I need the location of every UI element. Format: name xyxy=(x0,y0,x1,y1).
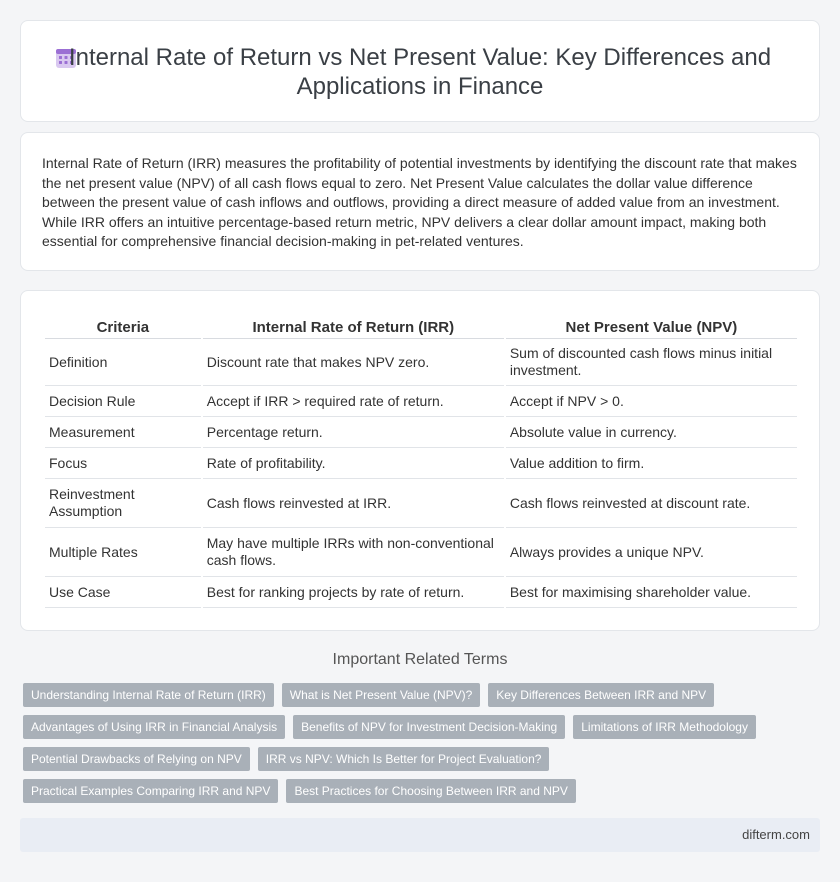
related-term-tag[interactable]: IRR vs NPV: Which Is Better for Project … xyxy=(257,747,550,771)
row-npv: Cash flows reinvested at discount rate. xyxy=(505,479,797,528)
row-irr: May have multiple IRRs with non-conventi… xyxy=(202,528,504,577)
table-row: Use Case Best for ranking projects by ra… xyxy=(45,577,797,608)
comparison-table-card: Criteria Internal Rate of Return (IRR) N… xyxy=(20,290,820,631)
table-row: Reinvestment Assumption Cash flows reinv… xyxy=(45,479,797,528)
related-term-tag[interactable]: Benefits of NPV for Investment Decision-… xyxy=(293,715,566,739)
related-term-tag[interactable]: Limitations of IRR Methodology xyxy=(573,715,756,739)
related-terms-heading: Important Related Terms xyxy=(332,651,508,668)
page-title: Internal Rate of Return vs Net Present V… xyxy=(68,44,772,100)
related-term-tag[interactable]: Key Differences Between IRR and NPV xyxy=(488,683,715,707)
intro-paragraph: Internal Rate of Return (IRR) measures t… xyxy=(42,155,797,249)
header-criteria: Criteria xyxy=(45,315,201,339)
related-terms-list: Understanding Internal Rate of Return (I… xyxy=(23,683,803,803)
row-npv: Absolute value in currency. xyxy=(505,417,797,448)
header-npv: Net Present Value (NPV) xyxy=(505,315,797,339)
related-term-tag[interactable]: Practical Examples Comparing IRR and NPV xyxy=(23,779,279,803)
row-irr: Cash flows reinvested at IRR. xyxy=(202,479,504,528)
row-criteria: Measurement xyxy=(45,417,201,448)
related-term-tag[interactable]: Advantages of Using IRR in Financial Ana… xyxy=(23,715,286,739)
row-npv: Sum of discounted cash flows minus initi… xyxy=(505,339,797,386)
related-term-tag[interactable]: Best Practices for Choosing Between IRR … xyxy=(286,779,576,803)
row-npv: Always provides a unique NPV. xyxy=(505,528,797,577)
table-row: Definition Discount rate that makes NPV … xyxy=(45,339,797,386)
table-row: Measurement Percentage return. Absolute … xyxy=(45,417,797,448)
row-npv: Accept if NPV > 0. xyxy=(505,386,797,417)
intro-card: Internal Rate of Return (IRR) measures t… xyxy=(20,132,820,271)
row-npv: Best for maximising shareholder value. xyxy=(505,577,797,608)
related-term-tag[interactable]: Potential Drawbacks of Relying on NPV xyxy=(23,747,250,771)
row-irr: Best for ranking projects by rate of ret… xyxy=(202,577,504,608)
row-irr: Discount rate that makes NPV zero. xyxy=(202,339,504,386)
table-row: Focus Rate of profitability. Value addit… xyxy=(45,448,797,479)
related-term-tag[interactable]: What is Net Present Value (NPV)? xyxy=(281,683,481,707)
table-row: Multiple Rates May have multiple IRRs wi… xyxy=(45,528,797,577)
row-irr: Accept if IRR > required rate of return. xyxy=(202,386,504,417)
title-card: Internal Rate of Return vs Net Present V… xyxy=(20,20,820,122)
table-header-row: Criteria Internal Rate of Return (IRR) N… xyxy=(45,315,797,339)
footer: difterm.com xyxy=(20,818,820,852)
row-criteria: Definition xyxy=(45,339,201,386)
calendar-grid-icon xyxy=(56,49,76,68)
row-criteria: Decision Rule xyxy=(45,386,201,417)
row-irr: Rate of profitability. xyxy=(202,448,504,479)
comparison-table: Criteria Internal Rate of Return (IRR) N… xyxy=(43,315,799,608)
row-npv: Value addition to firm. xyxy=(505,448,797,479)
footer-site-link[interactable]: difterm.com xyxy=(742,827,810,842)
row-criteria: Reinvestment Assumption xyxy=(45,479,201,528)
row-criteria: Focus xyxy=(45,448,201,479)
header-irr: Internal Rate of Return (IRR) xyxy=(202,315,504,339)
related-term-tag[interactable]: Understanding Internal Rate of Return (I… xyxy=(23,683,274,707)
row-criteria: Use Case xyxy=(45,577,201,608)
row-criteria: Multiple Rates xyxy=(45,528,201,577)
table-row: Decision Rule Accept if IRR > required r… xyxy=(45,386,797,417)
row-irr: Percentage return. xyxy=(202,417,504,448)
